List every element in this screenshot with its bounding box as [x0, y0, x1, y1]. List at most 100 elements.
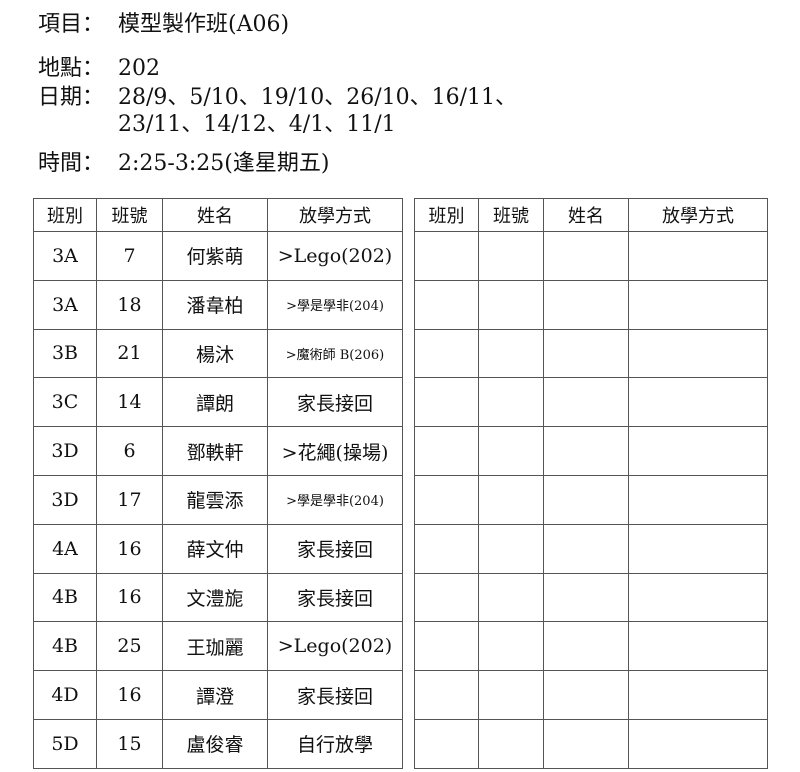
table-row: 4B 16 文澧旎 家長接回: [33, 572, 403, 623]
header-class: 班別: [414, 198, 479, 232]
cell-class: 5D: [33, 718, 97, 769]
cell-dismissal: >Lego(202): [267, 231, 403, 281]
cell-name: 潘韋柏: [162, 279, 268, 330]
cell-dismissal: >Lego(202): [267, 621, 403, 672]
cell-dismissal: >花繩(操場): [267, 426, 403, 476]
empty-row: [414, 670, 768, 720]
cell-dismissal: >魔術師 B(206): [267, 328, 403, 379]
empty-cell: [414, 523, 479, 574]
empty-cell: [628, 328, 768, 379]
table-row: 5D 15 盧俊睿 自行放學: [33, 718, 403, 769]
empty-cell: [478, 474, 544, 525]
header-number: 班號: [478, 198, 544, 232]
cell-name: 王珈麗: [162, 621, 268, 672]
cell-class: 3B: [33, 328, 97, 379]
location-value: 202: [118, 56, 160, 81]
empty-cell: [543, 231, 629, 281]
cell-number: 16: [96, 523, 163, 574]
cell-dismissal: 家長接回: [267, 572, 403, 623]
cell-class: 4B: [33, 621, 97, 672]
empty-cell: [628, 523, 768, 574]
cell-name: 盧俊睿: [162, 718, 268, 769]
empty-cell: [414, 670, 479, 720]
location-line: 地點： 202: [38, 50, 160, 82]
empty-cell: [414, 572, 479, 623]
empty-row: [414, 279, 768, 330]
cell-name: 薛文仲: [162, 523, 268, 574]
empty-row: [414, 572, 768, 623]
table-row: 3A 18 潘韋柏 >學是學非(204): [33, 279, 403, 330]
student-table-left: 班別 班號 姓名 放學方式 3A 7 何紫萌 >Lego(202) 3A 18 潘韋柏 >學是學非(…: [33, 198, 403, 769]
empty-cell: [543, 474, 629, 525]
cell-number: 6: [96, 426, 163, 476]
cell-dismissal: 家長接回: [267, 523, 403, 574]
table-row: 3D 6 鄧軼軒 >花繩(操場): [33, 426, 403, 476]
item-value: 模型製作班(A06): [118, 12, 290, 37]
empty-cell: [414, 377, 479, 428]
empty-cell: [628, 718, 768, 769]
empty-cell: [543, 377, 629, 428]
empty-cell: [414, 426, 479, 476]
empty-cell: [414, 231, 479, 281]
cell-number: 18: [96, 279, 163, 330]
time-value: 2:25-3:25(逢星期五): [118, 151, 330, 176]
table-row: 3D 17 龍雲添 >學是學非(204): [33, 474, 403, 525]
cell-class: 3D: [33, 426, 97, 476]
empty-row: [414, 621, 768, 672]
table-row: 3A 7 何紫萌 >Lego(202): [33, 231, 403, 281]
cell-name: 文澧旎: [162, 572, 268, 623]
empty-cell: [414, 279, 479, 330]
empty-cell: [543, 572, 629, 623]
empty-cell: [478, 231, 544, 281]
cell-number: 16: [96, 572, 163, 623]
table-row: 4A 16 薛文仲 家長接回: [33, 523, 403, 574]
empty-cell: [414, 474, 479, 525]
item-label: 項目：: [38, 12, 105, 37]
header-number: 班號: [96, 198, 163, 232]
empty-row: [414, 474, 768, 525]
empty-cell: [543, 718, 629, 769]
empty-cell: [628, 572, 768, 623]
time-line: 時間： 2:25-3:25(逢星期五): [38, 145, 329, 177]
cell-name: 楊沐: [162, 328, 268, 379]
empty-cell: [628, 670, 768, 720]
cell-class: 3C: [33, 377, 97, 428]
empty-cell: [478, 718, 544, 769]
cell-dismissal: 家長接回: [267, 377, 403, 428]
cell-dismissal: >學是學非(204): [267, 474, 403, 525]
empty-cell: [628, 377, 768, 428]
header-class: 班別: [33, 198, 97, 232]
empty-cell: [478, 426, 544, 476]
dates-label: 日期：: [38, 85, 105, 110]
cell-class: 3A: [33, 279, 97, 330]
empty-cell: [628, 279, 768, 330]
item-line: 項目： 模型製作班(A06): [38, 6, 289, 38]
header-dismissal: 放學方式: [628, 198, 768, 232]
empty-cell: [628, 426, 768, 476]
cell-name: 何紫萌: [162, 231, 268, 281]
cell-name: 鄧軼軒: [162, 426, 268, 476]
header-name: 姓名: [543, 198, 629, 232]
cell-name: 龍雲添: [162, 474, 268, 525]
empty-cell: [628, 621, 768, 672]
empty-cell: [543, 426, 629, 476]
empty-cell: [543, 523, 629, 574]
empty-cell: [478, 670, 544, 720]
cell-class: 4B: [33, 572, 97, 623]
dates-value-2: 23/11、14/12、4/1、11/1: [118, 112, 396, 137]
empty-row: [414, 523, 768, 574]
cell-number: 7: [96, 231, 163, 281]
table-row: 3B 21 楊沐 >魔術師 B(206): [33, 328, 403, 379]
empty-cell: [628, 231, 768, 281]
cell-number: 14: [96, 377, 163, 428]
empty-cell: [478, 328, 544, 379]
cell-dismissal: 家長接回: [267, 670, 403, 720]
empty-cell: [478, 572, 544, 623]
empty-cell: [543, 670, 629, 720]
empty-cell: [543, 328, 629, 379]
cell-class: 3D: [33, 474, 97, 525]
cell-class: 4A: [33, 523, 97, 574]
cell-dismissal: >學是學非(204): [267, 279, 403, 330]
empty-cell: [628, 474, 768, 525]
table-row: 4B 25 王珈麗 >Lego(202): [33, 621, 403, 672]
